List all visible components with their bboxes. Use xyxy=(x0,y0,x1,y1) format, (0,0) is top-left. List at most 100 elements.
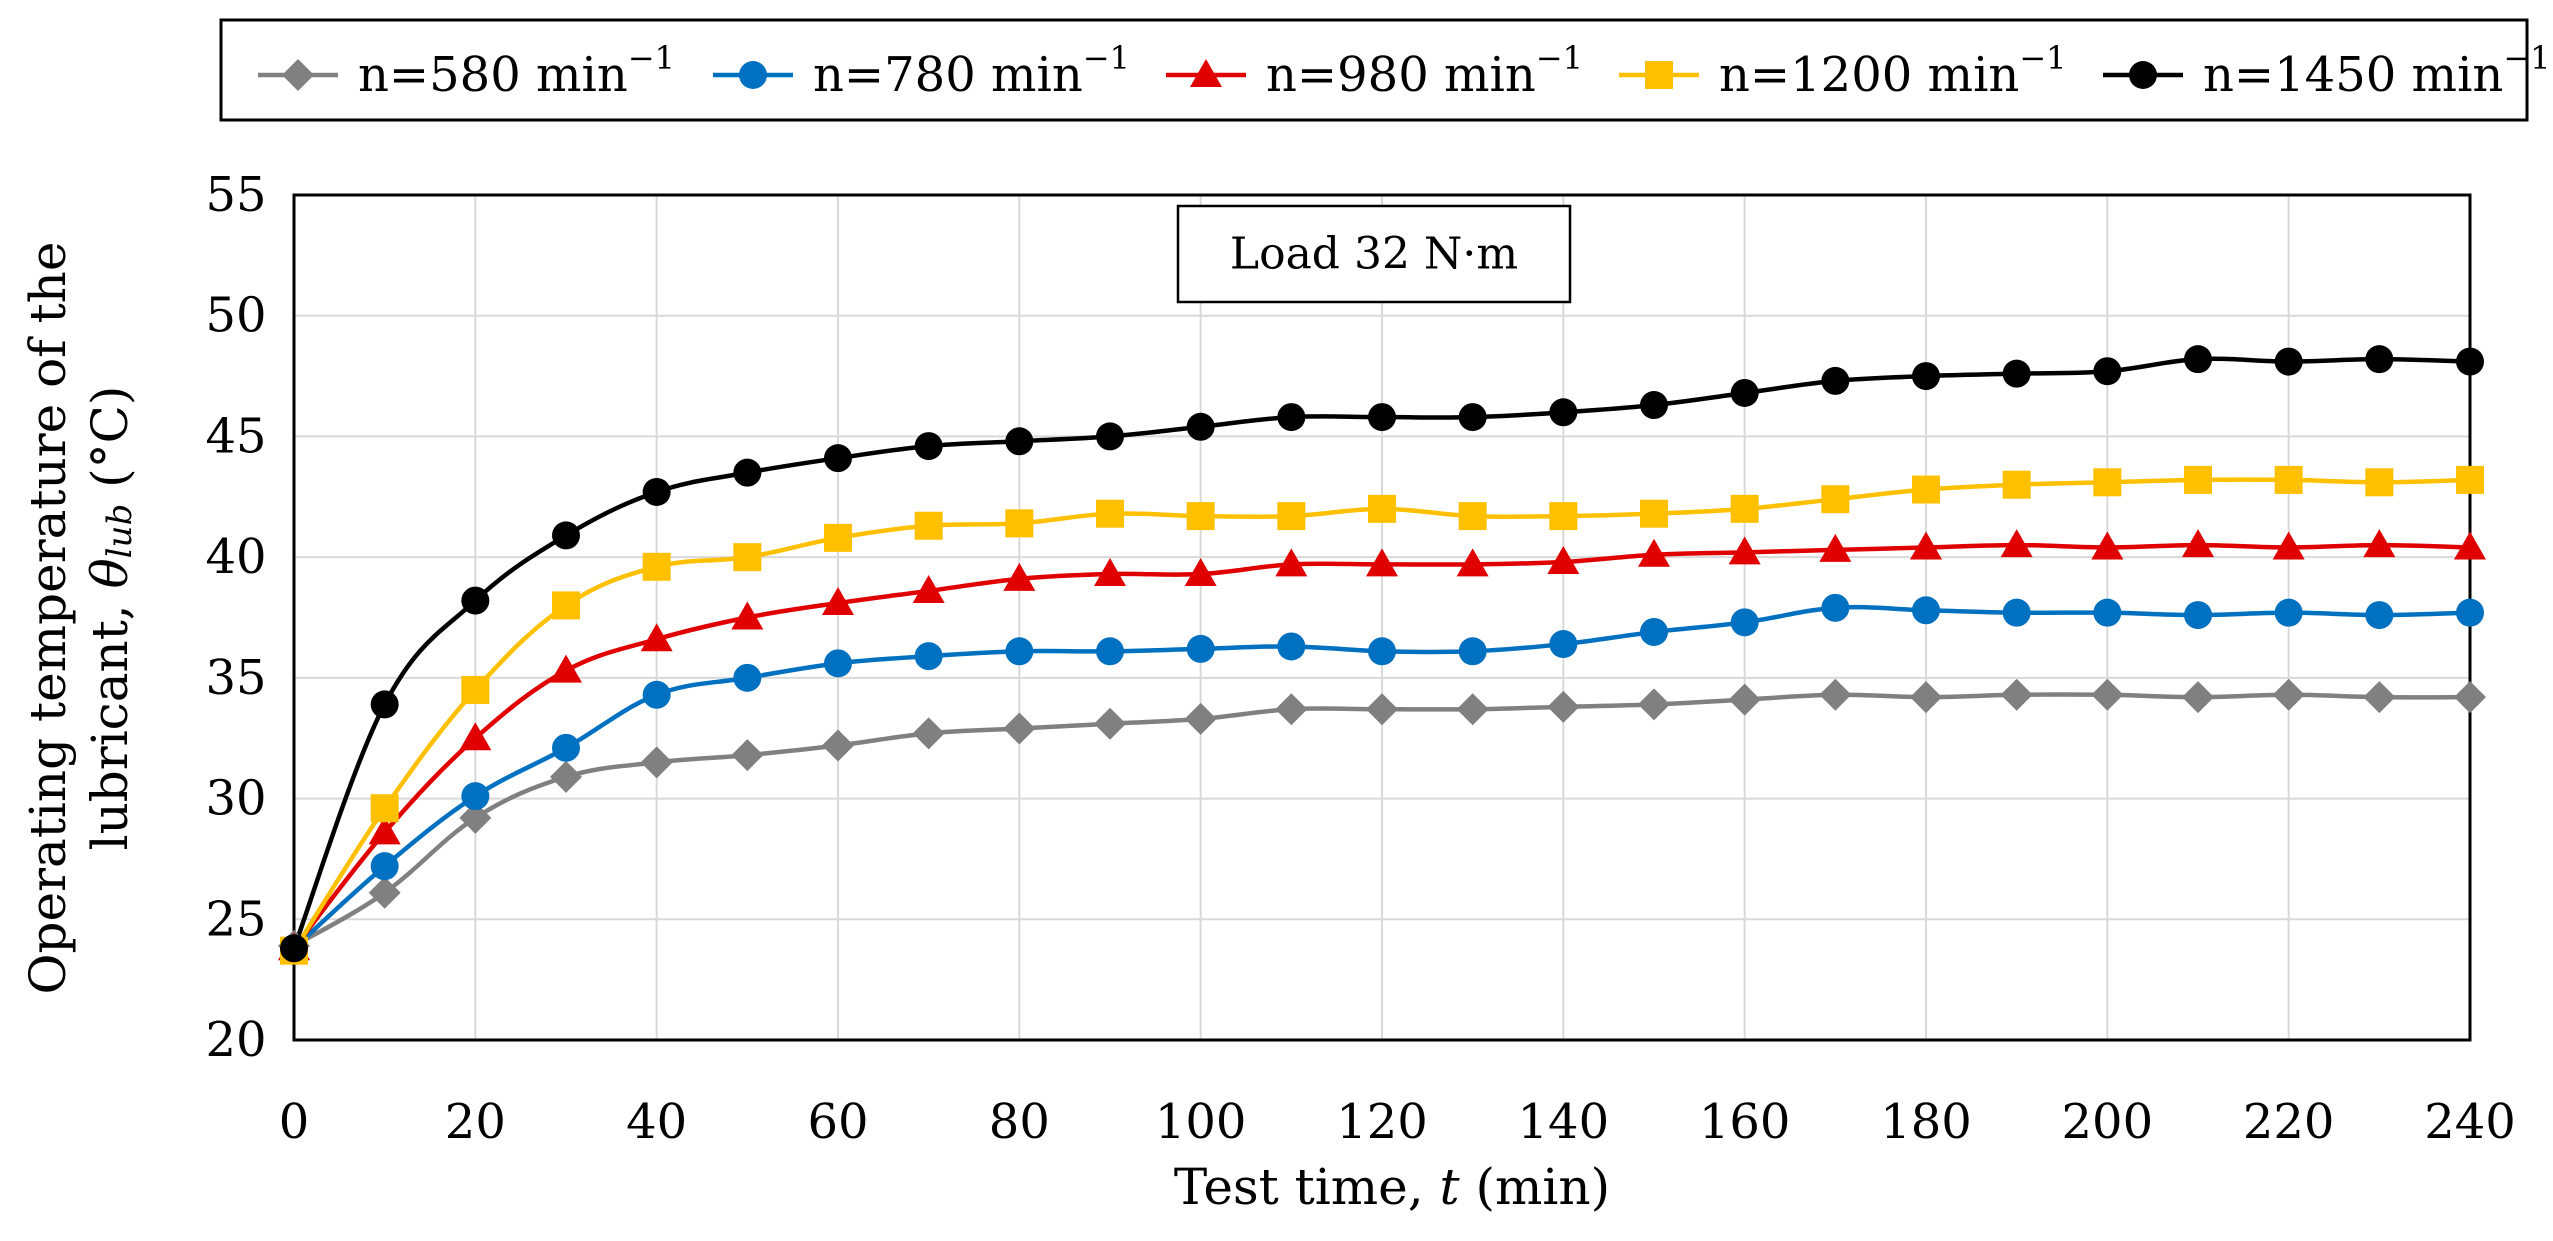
data-point xyxy=(912,574,945,603)
data-point xyxy=(1549,398,1578,427)
x-tick-label: 140 xyxy=(1518,1094,1610,1150)
y-axis-title-line1: Operating temperature of the xyxy=(19,242,77,995)
grid xyxy=(293,194,2471,1041)
data-point xyxy=(642,680,671,709)
data-point xyxy=(2184,601,2212,630)
data-point xyxy=(2002,470,2031,499)
x-tick-label: 100 xyxy=(1155,1094,1247,1150)
legend-item-5: n=1450 min−1 xyxy=(2103,39,2551,103)
legend-label-text: n=1450 min xyxy=(2203,47,2503,103)
data-point xyxy=(370,690,399,719)
legend-label: n=580 min−1 xyxy=(358,39,675,103)
data-point xyxy=(368,816,401,845)
data-point xyxy=(2272,678,2305,711)
x-tick-label: 200 xyxy=(2062,1094,2154,1150)
x-tick-label: 60 xyxy=(807,1094,868,1150)
data-point xyxy=(2456,347,2484,376)
data-point xyxy=(1912,596,1940,625)
data-point xyxy=(1368,494,1396,523)
data-point xyxy=(824,523,852,552)
data-point xyxy=(1184,702,1217,735)
data-point xyxy=(1275,693,1308,726)
y-axis-title-subscript: lub xyxy=(100,504,140,559)
data-point xyxy=(1819,678,1852,711)
y-tick-labels: 20 25 30 35 40 45 50 55 xyxy=(205,167,266,1068)
y-tick-label: 40 xyxy=(205,529,266,585)
x-tick-label: 40 xyxy=(626,1094,687,1150)
data-point xyxy=(1094,707,1126,740)
data-point xyxy=(2093,468,2122,497)
data-point xyxy=(459,801,492,834)
data-point xyxy=(2363,529,2396,558)
x-tick-label: 120 xyxy=(1336,1094,1428,1150)
y-axis-title: Operating temperature of the lubricant, … xyxy=(19,242,140,995)
data-point xyxy=(1005,637,1034,666)
data-point xyxy=(1186,634,1215,663)
data-point xyxy=(2000,529,2033,558)
legend-item-1: n=580 min−1 xyxy=(258,39,675,103)
data-point xyxy=(1458,403,1487,432)
data-point xyxy=(550,760,582,793)
data-point xyxy=(733,458,762,487)
data-point xyxy=(1910,681,1942,714)
data-point xyxy=(2454,681,2486,714)
data-point xyxy=(1640,499,1668,528)
data-point xyxy=(550,654,582,683)
series-3-markers xyxy=(278,529,2486,961)
data-point xyxy=(914,432,943,461)
data-point xyxy=(1910,531,1942,560)
data-point xyxy=(1096,637,1124,666)
y-tick-label: 30 xyxy=(205,771,266,827)
data-point xyxy=(2182,529,2214,558)
series-2-markers xyxy=(280,593,2484,963)
x-tick-labels: 0 20 40 60 80 100 120 140 160 180 200 220 240 xyxy=(279,1094,2516,1150)
data-point xyxy=(1638,688,1670,721)
legend-label: n=1450 min−1 xyxy=(2203,39,2551,103)
data-point xyxy=(2272,531,2305,560)
legend-label-text: n=980 min xyxy=(1266,47,1536,103)
legend-label-text: n=1200 min xyxy=(1719,47,2019,103)
data-point xyxy=(461,782,490,811)
data-point xyxy=(1728,683,1761,716)
data-point xyxy=(2363,681,2396,714)
data-point xyxy=(1638,538,1670,567)
data-point xyxy=(822,587,854,616)
x-tick-label: 180 xyxy=(1880,1094,1972,1150)
data-point xyxy=(1005,427,1034,456)
data-point xyxy=(2184,345,2212,374)
y-tick-label: 55 xyxy=(205,167,266,223)
series-markers xyxy=(278,345,2486,965)
data-point xyxy=(2274,598,2303,627)
data-point xyxy=(1821,366,1850,395)
data-point xyxy=(2184,465,2212,494)
data-point xyxy=(914,642,943,671)
data-point xyxy=(733,663,762,692)
data-point xyxy=(1094,558,1126,587)
legend-marker xyxy=(1645,61,1673,89)
y-tick-label: 20 xyxy=(205,1012,266,1068)
annotation-text: Load 32 N·m xyxy=(1230,229,1518,280)
legend-marker xyxy=(282,59,314,91)
data-point xyxy=(642,477,671,506)
data-point xyxy=(1821,485,1850,514)
x-tick-label: 240 xyxy=(2424,1094,2516,1150)
data-point xyxy=(2091,678,2124,711)
x-tick-label: 20 xyxy=(445,1094,506,1150)
data-point xyxy=(2000,678,2033,711)
data-point xyxy=(552,521,580,550)
data-point xyxy=(2002,359,2031,388)
data-point xyxy=(1456,548,1489,577)
data-point xyxy=(640,623,673,652)
legend: n=580 min−1 n=780 min−1 n=980 min−1 n=1200 … xyxy=(219,18,2551,122)
data-point xyxy=(731,739,764,772)
data-point xyxy=(1458,502,1487,531)
series-4-markers xyxy=(280,465,2484,965)
y-tick-label: 25 xyxy=(205,891,266,947)
data-point xyxy=(1003,562,1036,591)
y-tick-label: 50 xyxy=(205,288,266,344)
data-point xyxy=(1640,617,1668,646)
legend-marker xyxy=(1190,59,1222,87)
legend-label-exponent: −1 xyxy=(1536,39,1583,77)
data-point xyxy=(1005,509,1034,538)
data-point xyxy=(2456,598,2484,627)
